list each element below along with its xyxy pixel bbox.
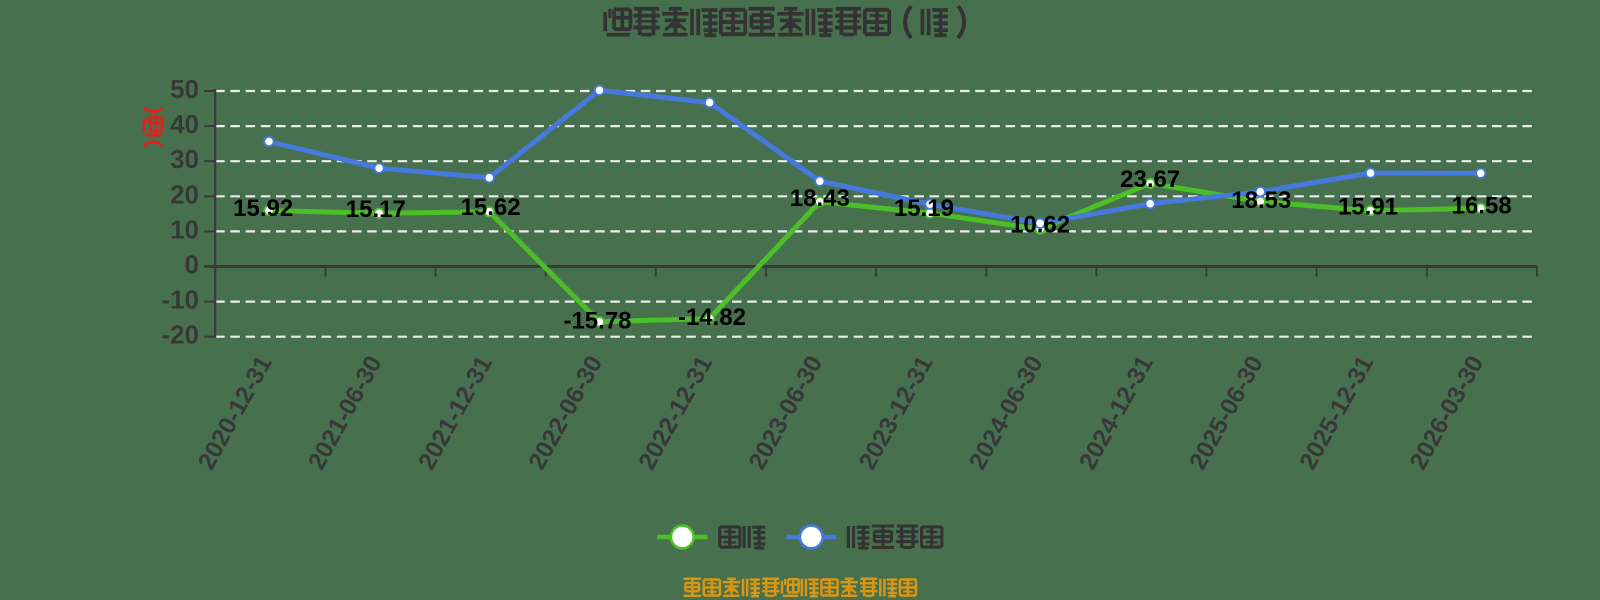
svg-text:15.92: 15.92 [233, 195, 293, 222]
svg-text:20: 20 [170, 179, 199, 209]
svg-text:-10: -10 [161, 285, 199, 315]
svg-text:-20: -20 [161, 320, 199, 350]
svg-text:50: 50 [170, 74, 199, 104]
svg-text:15.17: 15.17 [346, 196, 406, 223]
svg-text:0: 0 [185, 250, 199, 280]
svg-text:15.19: 15.19 [894, 195, 954, 222]
svg-text:23.67: 23.67 [1120, 166, 1180, 193]
svg-text:16.58: 16.58 [1452, 193, 1512, 220]
svg-text:15.62: 15.62 [461, 194, 521, 221]
svg-text:10.62: 10.62 [1010, 212, 1070, 239]
svg-text:18.43: 18.43 [790, 185, 850, 212]
svg-text:40: 40 [170, 109, 199, 139]
svg-text:-15.78: -15.78 [563, 308, 631, 335]
svg-text:10: 10 [170, 214, 199, 244]
svg-text:30: 30 [170, 144, 199, 174]
svg-text:15.91: 15.91 [1338, 194, 1398, 221]
svg-text:18.53: 18.53 [1231, 187, 1291, 214]
svg-text:-14.82: -14.82 [678, 304, 746, 331]
